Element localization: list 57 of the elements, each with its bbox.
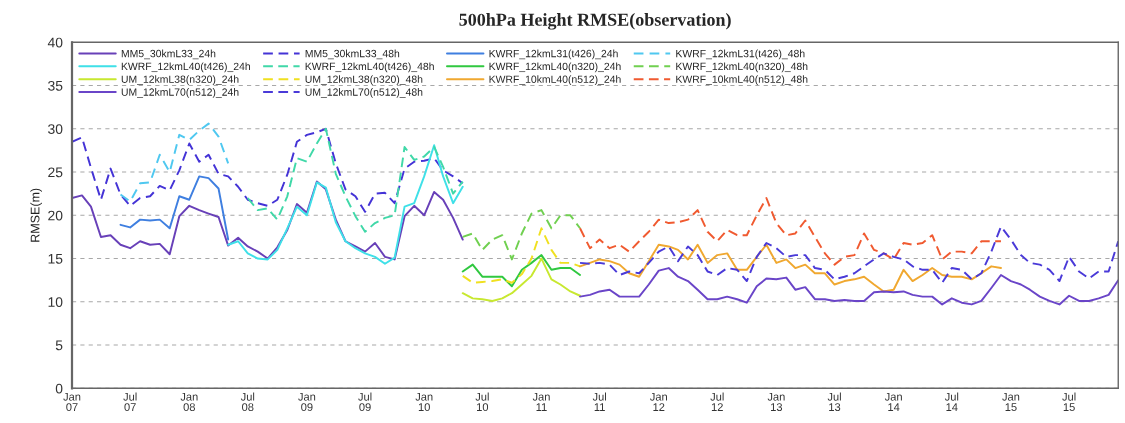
legend-label: UM_12kmL70(n512)_48h <box>305 88 423 98</box>
x-tick-label: Jan 15 <box>1002 392 1020 411</box>
legend-label: KWRF_12kmL31(t426)_48h <box>676 49 805 60</box>
line-series <box>461 257 581 302</box>
x-tick-label: Jul 09 <box>358 392 372 411</box>
y-tick-label: 10 <box>48 297 63 307</box>
legend-label: KWRF_10kmL40(n512)_48h <box>676 75 808 85</box>
x-tick-label: Jul 15 <box>1062 392 1076 411</box>
x-tick-label: Jul 08 <box>240 392 255 411</box>
line-series <box>579 225 1119 284</box>
legend-label: KWRF_10kmL40(n512)_24h <box>489 75 621 85</box>
x-tick-label: Jan 08 <box>180 392 198 411</box>
x-tick-label: Jan 09 <box>298 392 316 411</box>
legend-label: UM_12kmL38(n320)_24h <box>121 75 239 85</box>
x-tick-label: Jan 11 <box>532 392 550 411</box>
x-tick-label: Jul 11 <box>592 392 606 411</box>
legend-label: MM5_30kmL33_48h <box>305 49 400 60</box>
line-series <box>579 197 1002 266</box>
x-tick-label: Jan 07 <box>63 392 81 411</box>
legend-label: KWRF_12kmL40(t426)_48h <box>305 62 434 73</box>
line-series <box>72 127 464 213</box>
legend-label: KWRF_12kmL40(t426)_24h <box>121 62 250 73</box>
x-tick-label: Jan 12 <box>649 392 667 411</box>
y-tick-label: 0 <box>55 383 63 394</box>
line-series <box>461 254 581 288</box>
y-axis-title: RMSE(m) <box>30 188 42 242</box>
y-tick-label: 20 <box>48 210 63 221</box>
line-series <box>246 127 464 233</box>
y-tick-label: 30 <box>48 124 63 134</box>
x-tick-label: Jul 14 <box>944 392 959 411</box>
line-series <box>579 243 1002 293</box>
y-tick-label: 40 <box>47 37 63 48</box>
y-tick-label: 35 <box>48 80 63 91</box>
x-tick-label: Jan 10 <box>415 392 433 411</box>
line-series <box>119 175 230 241</box>
legend-label: KWRF_12kmL40(n320)_48h <box>676 62 808 73</box>
y-tick-label: 25 <box>48 167 63 178</box>
x-tick-label: Jan 14 <box>884 392 902 411</box>
line-series <box>579 267 1119 306</box>
x-tick-label: Jul 13 <box>827 392 841 411</box>
x-tick-label: Jul 12 <box>710 392 724 411</box>
x-tick-label: Jul 10 <box>475 392 489 411</box>
legend-label: KWRF_12kmL31(t426)_24h <box>489 49 618 60</box>
y-tick-label: 15 <box>48 254 63 264</box>
legend-label: UM_12kmL70(n512)_24h <box>121 88 239 98</box>
x-tick-label: Jan 13 <box>767 392 785 411</box>
legend-label: MM5_30kmL33_24h <box>121 49 216 60</box>
chart-title: 500hPa Height RMSE(observation) <box>459 13 731 30</box>
x-tick-label: Jul 07 <box>123 392 137 411</box>
line-series <box>72 180 464 261</box>
legend-label: UM_12kmL38(n320)_48h <box>305 75 423 85</box>
line-series <box>461 209 581 261</box>
legend-label: KWRF_12kmL40(n320)_24h <box>489 62 621 73</box>
line-series <box>227 144 464 265</box>
line-series <box>119 122 230 203</box>
y-tick-label: 5 <box>55 340 63 351</box>
line-series <box>461 227 581 284</box>
